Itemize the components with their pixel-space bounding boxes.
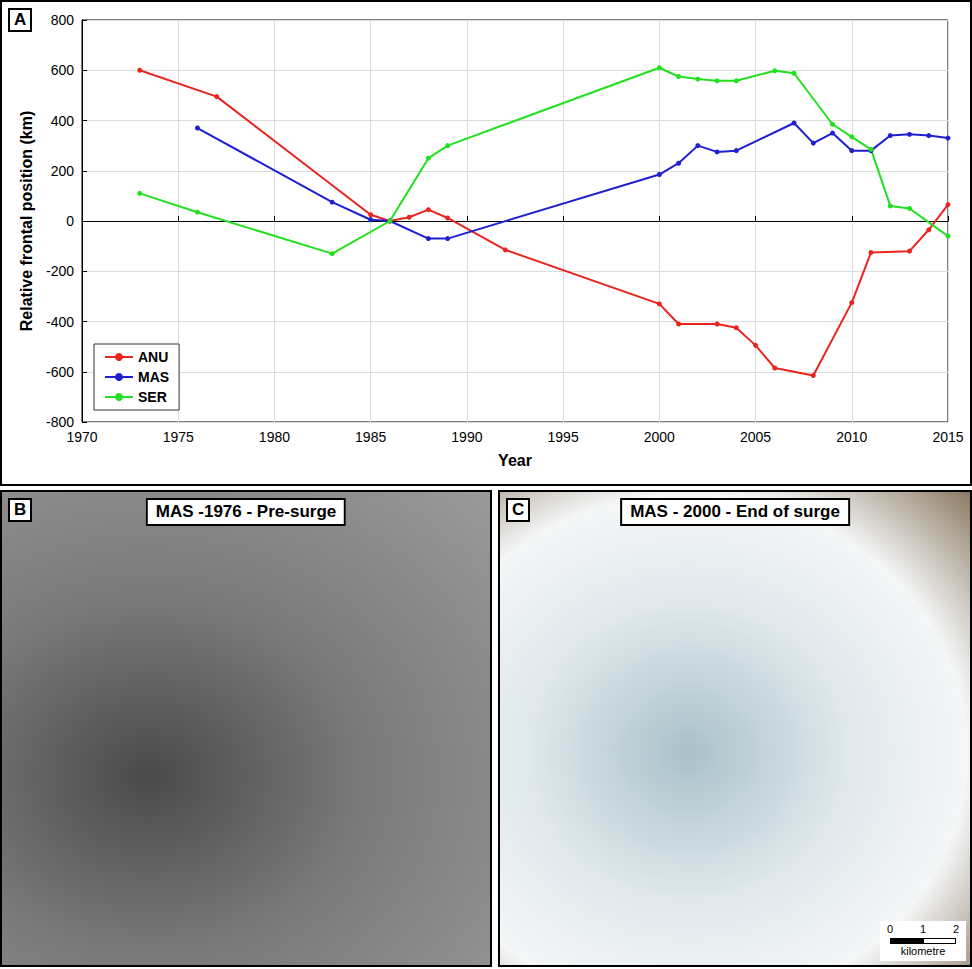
html-text:MAS - 2000 - End of surge: MAS - 2000 - End of surge: [630, 502, 840, 521]
html-text:1: 1: [919, 923, 927, 935]
svg-text:2010: 2010: [836, 429, 867, 445]
svg-text:Year: Year: [498, 452, 532, 469]
html-text:2: 2: [952, 923, 960, 935]
svg-text:200: 200: [51, 163, 75, 179]
svg-text:SER: SER: [138, 389, 167, 405]
svg-text:-400: -400: [46, 314, 74, 330]
svg-text:1990: 1990: [451, 429, 482, 445]
svg-text:400: 400: [51, 113, 75, 129]
svg-text:1980: 1980: [259, 429, 290, 445]
svg-text:2005: 2005: [740, 429, 771, 445]
html-text:C: C: [512, 500, 525, 519]
html-text:A: A: [14, 10, 27, 29]
svg-text:ANU: ANU: [138, 349, 168, 365]
svg-text:1970: 1970: [66, 429, 97, 445]
svg-text:MAS: MAS: [138, 369, 169, 385]
svg-text:2015: 2015: [932, 429, 963, 445]
html-text:0: 0: [886, 923, 894, 935]
svg-text:0: 0: [66, 213, 74, 229]
svg-text:2000: 2000: [644, 429, 675, 445]
svg-text:-200: -200: [46, 263, 74, 279]
svg-text:1995: 1995: [548, 429, 579, 445]
svg-text:1975: 1975: [163, 429, 194, 445]
svg-text:-800: -800: [46, 414, 74, 430]
svg-text:Relative frontal position (km): Relative frontal position (km): [18, 111, 35, 331]
html-text:B: B: [14, 500, 27, 519]
svg-text:1985: 1985: [355, 429, 386, 445]
svg-text:-600: -600: [46, 364, 74, 380]
html-text:kilometre: kilometre: [900, 945, 946, 957]
svg-text:600: 600: [51, 62, 75, 78]
svg-text:800: 800: [51, 12, 75, 28]
html-text:MAS -1976 - Pre-surge: MAS -1976 - Pre-surge: [155, 502, 337, 521]
